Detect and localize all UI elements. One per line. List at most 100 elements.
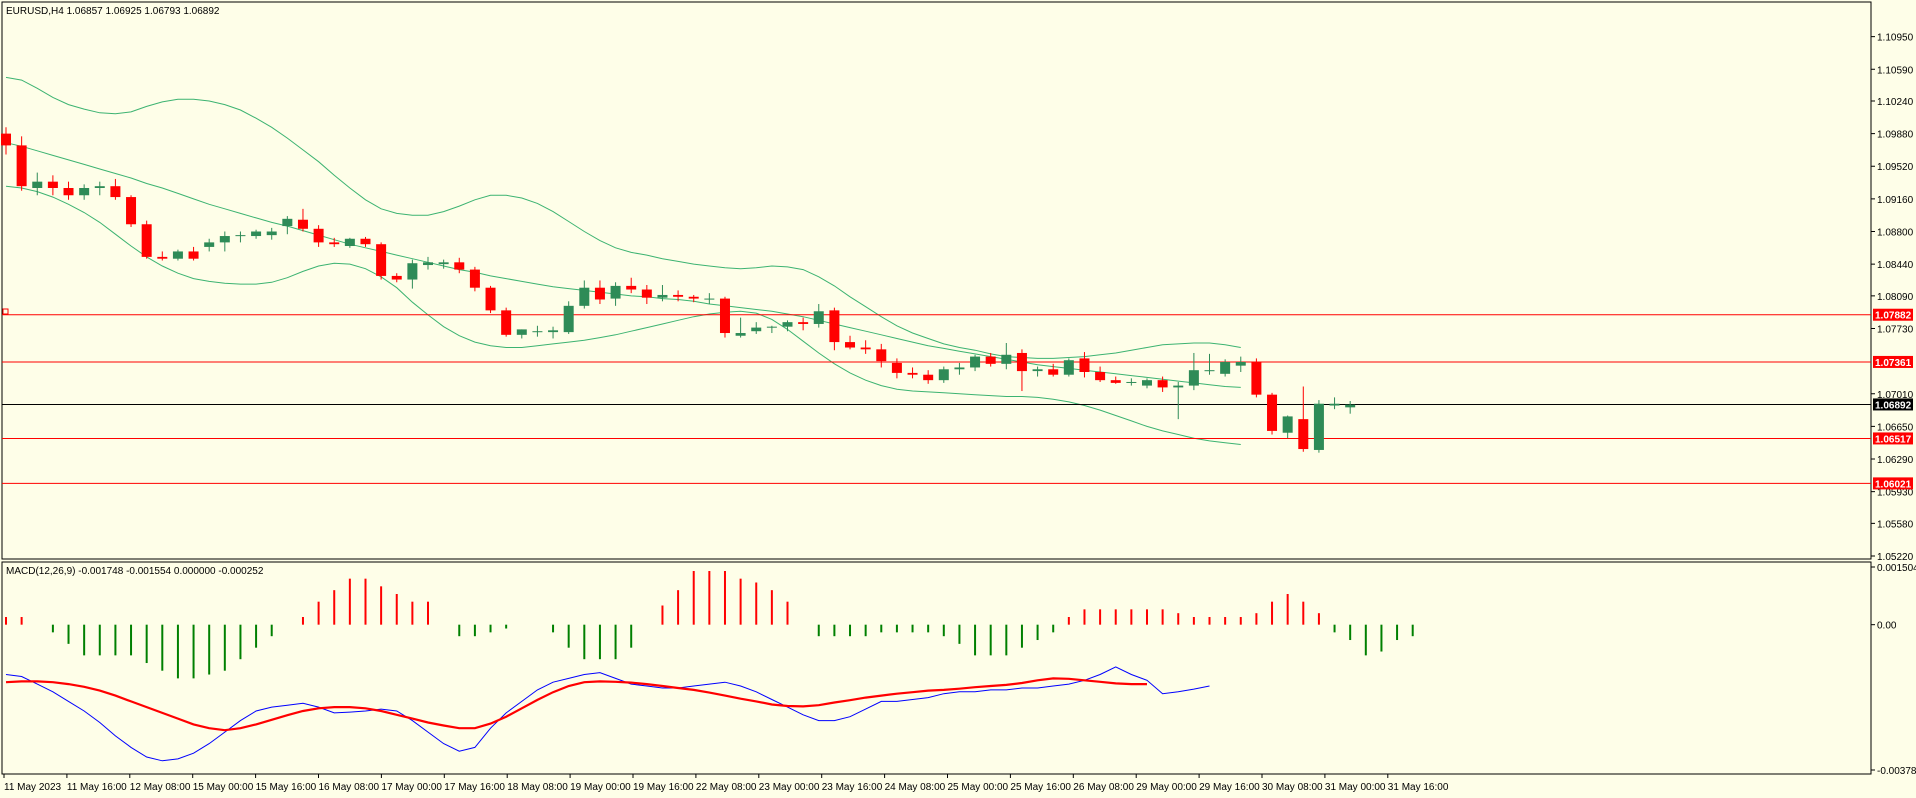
bollinger-upper-line	[5, 76, 1241, 359]
macd-tick-label: -0.003789	[1877, 766, 1916, 777]
candle-body	[282, 218, 293, 227]
price-tick-label: 1.06290	[1877, 455, 1914, 466]
time-tick-label: 30 May 08:00	[1262, 782, 1323, 793]
price-tick-label: 1.07010	[1877, 390, 1914, 401]
candle-body	[798, 322, 809, 324]
time-tick-label: 19 May 00:00	[570, 782, 631, 793]
price-tick-label: 1.09880	[1877, 130, 1914, 141]
candle-body	[297, 219, 308, 229]
candle-body	[751, 327, 762, 332]
time-tick-label: 26 May 08:00	[1073, 782, 1134, 793]
level-anchor-handle[interactable]	[2, 308, 9, 315]
candle-body	[1329, 403, 1340, 406]
time-tick-label: 31 May 16:00	[1388, 782, 1449, 793]
candle-body	[1345, 404, 1356, 408]
level-price-tag	[1873, 477, 1913, 490]
candle-body	[673, 294, 684, 297]
candle-body	[813, 311, 824, 324]
time-tick-label: 19 May 16:00	[633, 782, 694, 793]
macd-pane[interactable]: MACD(12,26,9) -0.001748 -0.001554 0.0000…	[1, 561, 1872, 775]
time-tick-label: 11 May 2023	[4, 782, 62, 793]
price-axis: 1.10950 1.10590 1.10240 1.09880 1.09520 1.091…	[1871, 33, 1914, 563]
time-tick-label: 12 May 08:00	[130, 782, 191, 793]
time-tick-label: 29 May 00:00	[1136, 782, 1197, 793]
candle-body	[157, 256, 168, 259]
candle-body	[501, 310, 512, 335]
horizontal-levels[interactable]	[2, 314, 1871, 484]
candle-body	[1188, 370, 1199, 386]
bollinger-middle-line	[5, 142, 1241, 388]
price-pane[interactable]: EURUSD,H4 1.06857 1.06925 1.06793 1.0689…	[1, 1, 1872, 560]
candle-body	[469, 269, 480, 288]
candle-body	[110, 186, 121, 198]
time-tick-label: 25 May 00:00	[948, 782, 1009, 793]
time-tick-label: 15 May 16:00	[256, 782, 317, 793]
candle-body	[1079, 358, 1090, 372]
candle-body	[548, 330, 559, 333]
price-tick-label: 1.08800	[1877, 228, 1914, 239]
candle-body	[907, 372, 918, 375]
candle-body	[391, 275, 402, 280]
candle-body	[438, 262, 449, 265]
candle-body	[1173, 385, 1184, 388]
level-price-label: 1.07882	[1875, 311, 1912, 322]
candle-body	[1095, 372, 1106, 381]
price-tick-label: 1.10950	[1877, 33, 1914, 44]
candle-body	[766, 326, 777, 328]
candle-body	[16, 145, 27, 187]
candle-body	[141, 224, 152, 257]
price-tick-label: 1.07730	[1877, 324, 1914, 335]
candle-body	[47, 181, 58, 188]
time-tick-label: 16 May 08:00	[319, 782, 380, 793]
candle-body	[876, 349, 887, 362]
level-price-label: 1.06517	[1875, 434, 1912, 445]
candle-body	[1016, 352, 1027, 372]
candle-body	[610, 285, 621, 299]
candle-body	[1204, 370, 1215, 372]
candle-body	[313, 228, 324, 243]
time-tick-label: 18 May 08:00	[507, 782, 568, 793]
macd-signal-line	[5, 677, 1147, 732]
candle-body	[516, 329, 527, 335]
price-tick-label: 1.09520	[1877, 162, 1914, 173]
bollinger-lower-line	[5, 185, 1241, 445]
candle-body	[485, 287, 496, 311]
candle-body	[594, 287, 605, 300]
candle-body	[1157, 380, 1168, 388]
price-tick-label: 1.10240	[1877, 97, 1914, 108]
time-tick-label: 24 May 08:00	[885, 782, 946, 793]
time-tick-label: 11 May 16:00	[67, 782, 127, 793]
time-tick-label: 15 May 00:00	[193, 782, 254, 793]
price-tick-label: 1.08090	[1877, 292, 1914, 303]
candle-body	[376, 244, 387, 276]
time-tick-label: 23 May 00:00	[759, 782, 820, 793]
candle-body	[719, 298, 730, 334]
candle-body	[923, 374, 934, 381]
candle-body	[188, 251, 199, 259]
candle-body	[219, 236, 230, 243]
candle-body	[1110, 380, 1121, 383]
candlesticks	[1, 127, 1356, 453]
macd-tick-label: 0.00	[1877, 621, 1897, 632]
candle-body	[641, 289, 652, 298]
candle-body	[860, 347, 871, 350]
candle-body	[704, 298, 715, 300]
candle-body	[94, 186, 105, 188]
candle-body	[1001, 354, 1012, 364]
candle-body	[344, 238, 355, 247]
candle-body	[360, 238, 371, 245]
time-tick-label: 31 May 00:00	[1325, 782, 1386, 793]
time-tick-label: 22 May 08:00	[696, 782, 757, 793]
candle-body	[735, 333, 746, 336]
candle-body	[1032, 369, 1043, 372]
candle-body	[938, 369, 949, 381]
candle-body	[32, 181, 43, 188]
candle-body	[1298, 419, 1309, 450]
candle-body	[407, 263, 418, 280]
candle-body	[172, 251, 183, 259]
level-price-label: 1.06892	[1875, 400, 1912, 411]
candle-body	[1282, 416, 1293, 433]
candle-body	[235, 235, 246, 237]
